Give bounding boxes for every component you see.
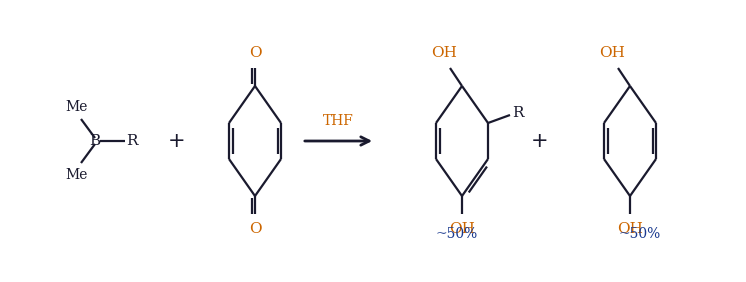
Text: O: O bbox=[248, 222, 261, 236]
Text: OH: OH bbox=[617, 222, 643, 236]
Text: OH: OH bbox=[449, 222, 475, 236]
Text: +: + bbox=[168, 131, 186, 151]
Text: THF: THF bbox=[323, 114, 354, 128]
Text: B: B bbox=[90, 134, 101, 148]
Text: Me: Me bbox=[65, 100, 87, 114]
Text: OH: OH bbox=[431, 46, 457, 60]
Text: O: O bbox=[248, 46, 261, 60]
Text: R: R bbox=[512, 106, 524, 120]
Text: ~50%: ~50% bbox=[619, 227, 661, 241]
Text: +: + bbox=[531, 131, 549, 151]
Text: Me: Me bbox=[65, 168, 87, 182]
Text: ~50%: ~50% bbox=[436, 227, 478, 241]
Text: OH: OH bbox=[599, 46, 625, 60]
Text: R: R bbox=[126, 134, 137, 148]
